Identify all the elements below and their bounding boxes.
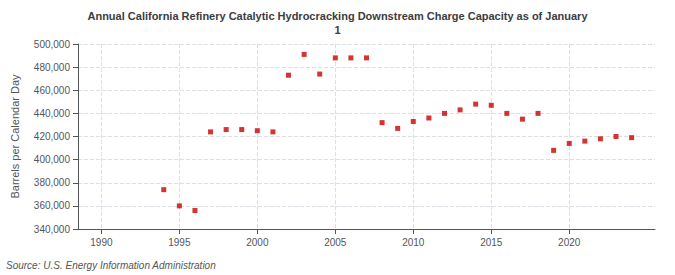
svg-text:Annual California Refinery Cat: Annual California Refinery Catalytic Hyd… [87, 10, 588, 22]
svg-text:1: 1 [334, 24, 340, 36]
svg-text:2010: 2010 [402, 237, 425, 248]
svg-text:460,000: 460,000 [34, 85, 71, 96]
svg-text:480,000: 480,000 [34, 62, 71, 73]
svg-text:400,000: 400,000 [34, 154, 71, 165]
svg-text:Source: U.S. Energy Informatio: Source: U.S. Energy Information Administ… [6, 260, 216, 271]
svg-text:500,000: 500,000 [34, 39, 71, 50]
svg-text:440,000: 440,000 [34, 108, 71, 119]
svg-text:2005: 2005 [324, 237, 347, 248]
svg-text:1990: 1990 [90, 237, 113, 248]
svg-text:2015: 2015 [480, 237, 503, 248]
svg-text:2020: 2020 [558, 237, 581, 248]
svg-text:420,000: 420,000 [34, 131, 71, 142]
svg-text:380,000: 380,000 [34, 177, 71, 188]
svg-text:340,000: 340,000 [34, 224, 71, 235]
svg-text:1995: 1995 [168, 237, 191, 248]
svg-text:Barrels per Calendar Day: Barrels per Calendar Day [9, 74, 21, 199]
svg-text:360,000: 360,000 [34, 200, 71, 211]
svg-text:2000: 2000 [246, 237, 269, 248]
